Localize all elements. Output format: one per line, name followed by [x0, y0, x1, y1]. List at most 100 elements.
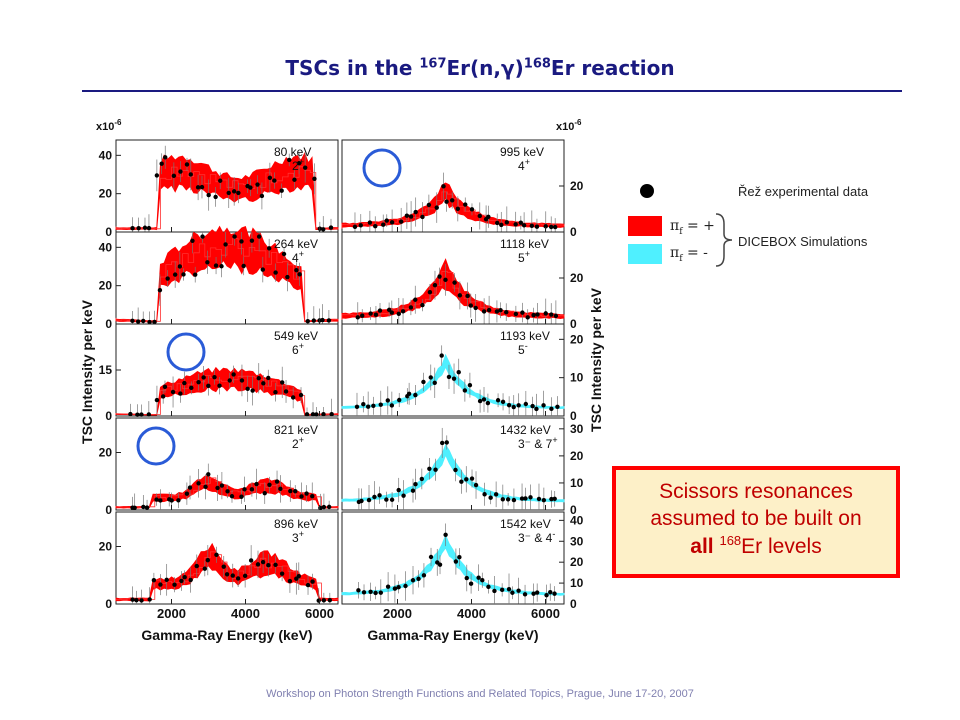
data-point: [486, 584, 491, 590]
data-point: [239, 378, 245, 383]
data-point: [294, 267, 299, 273]
data-point: [494, 309, 500, 314]
data-point: [549, 224, 554, 230]
data-point: [241, 263, 246, 269]
data-point: [408, 214, 414, 219]
data-point: [255, 182, 260, 187]
data-point: [136, 225, 141, 231]
legend-brace-icon: [715, 213, 733, 267]
highlight-circle: [166, 332, 206, 372]
data-point: [389, 220, 395, 225]
data-point: [416, 576, 421, 582]
data-point: [206, 192, 211, 198]
data-point: [381, 222, 386, 227]
data-point: [188, 172, 193, 177]
y-tick-label: 0: [105, 225, 112, 239]
spectrum-panel: [341, 323, 565, 417]
legend-data-marker: [640, 184, 654, 198]
data-point: [135, 319, 141, 324]
data-point: [267, 175, 273, 180]
level-energy-label: 80 keV: [274, 145, 311, 159]
data-point: [130, 318, 135, 324]
data-point: [495, 398, 501, 403]
data-point: [232, 234, 237, 239]
data-point: [396, 585, 401, 590]
data-point: [184, 162, 190, 167]
data-point: [178, 391, 183, 396]
data-point: [154, 397, 160, 403]
x-axis-label-right: Gamma-Ray Energy (keV): [367, 627, 538, 643]
spectrum-panel: [341, 231, 565, 325]
data-point: [130, 226, 135, 231]
data-point: [553, 313, 559, 319]
data-point: [139, 598, 144, 603]
data-point: [420, 214, 425, 220]
data-point: [377, 493, 382, 498]
x-tick-label: 4000: [457, 606, 486, 621]
simulation-band: [341, 258, 565, 320]
data-point: [492, 588, 497, 594]
data-point: [384, 218, 389, 223]
level-spin-label: 3⁻ & 4-: [518, 529, 555, 545]
data-point: [463, 202, 468, 207]
data-point: [480, 578, 485, 583]
y-tick-label: 10: [570, 576, 584, 590]
data-point: [226, 190, 231, 196]
data-point: [361, 402, 366, 407]
data-point: [159, 161, 164, 166]
level-spin-label: 4+: [518, 157, 530, 173]
level-spin-label: 5-: [518, 341, 528, 357]
data-point: [250, 388, 255, 393]
data-point: [366, 497, 372, 503]
data-point: [426, 202, 432, 208]
data-point: [194, 563, 199, 569]
data-point: [473, 482, 479, 488]
data-point: [242, 573, 248, 579]
y-tick-label: 40: [99, 148, 113, 162]
data-point: [305, 318, 310, 324]
level-energy-label: 264 keV: [274, 237, 318, 251]
data-point: [132, 505, 137, 510]
data-point: [139, 412, 144, 417]
data-point: [413, 209, 418, 215]
legend-minus-swatch: [628, 244, 662, 264]
data-point: [219, 264, 224, 269]
data-point: [273, 270, 278, 275]
data-point: [413, 297, 418, 302]
data-point: [420, 302, 425, 308]
data-point: [504, 309, 509, 315]
data-point: [304, 412, 310, 417]
simulation-band: [341, 534, 565, 596]
level-spin-label: 2+: [292, 435, 304, 451]
data-point: [223, 242, 228, 247]
data-point: [327, 597, 333, 603]
data-point: [193, 272, 198, 277]
data-point: [456, 369, 461, 375]
data-point: [310, 494, 315, 499]
data-point: [199, 184, 205, 190]
data-point: [266, 246, 272, 251]
simulation-outline: [341, 271, 565, 320]
data-point: [548, 589, 553, 595]
data-point: [142, 225, 148, 230]
data-point: [215, 485, 220, 491]
data-point: [272, 178, 277, 183]
data-point: [476, 575, 481, 580]
level-energy-label: 995 keV: [500, 145, 544, 159]
data-point: [147, 319, 152, 325]
data-point: [506, 402, 512, 408]
data-point: [195, 185, 201, 190]
data-point: [499, 587, 505, 593]
data-point: [427, 466, 432, 472]
data-point: [254, 481, 259, 487]
data-point: [552, 591, 557, 596]
data-point: [187, 485, 193, 490]
data-point: [441, 184, 446, 189]
data-point: [446, 374, 452, 380]
y-tick-label: 0: [105, 317, 112, 331]
data-point: [147, 597, 152, 602]
data-point: [360, 313, 365, 318]
data-point: [389, 310, 394, 315]
data-point: [230, 573, 235, 578]
legend-minus-label: πf = -: [670, 245, 708, 264]
